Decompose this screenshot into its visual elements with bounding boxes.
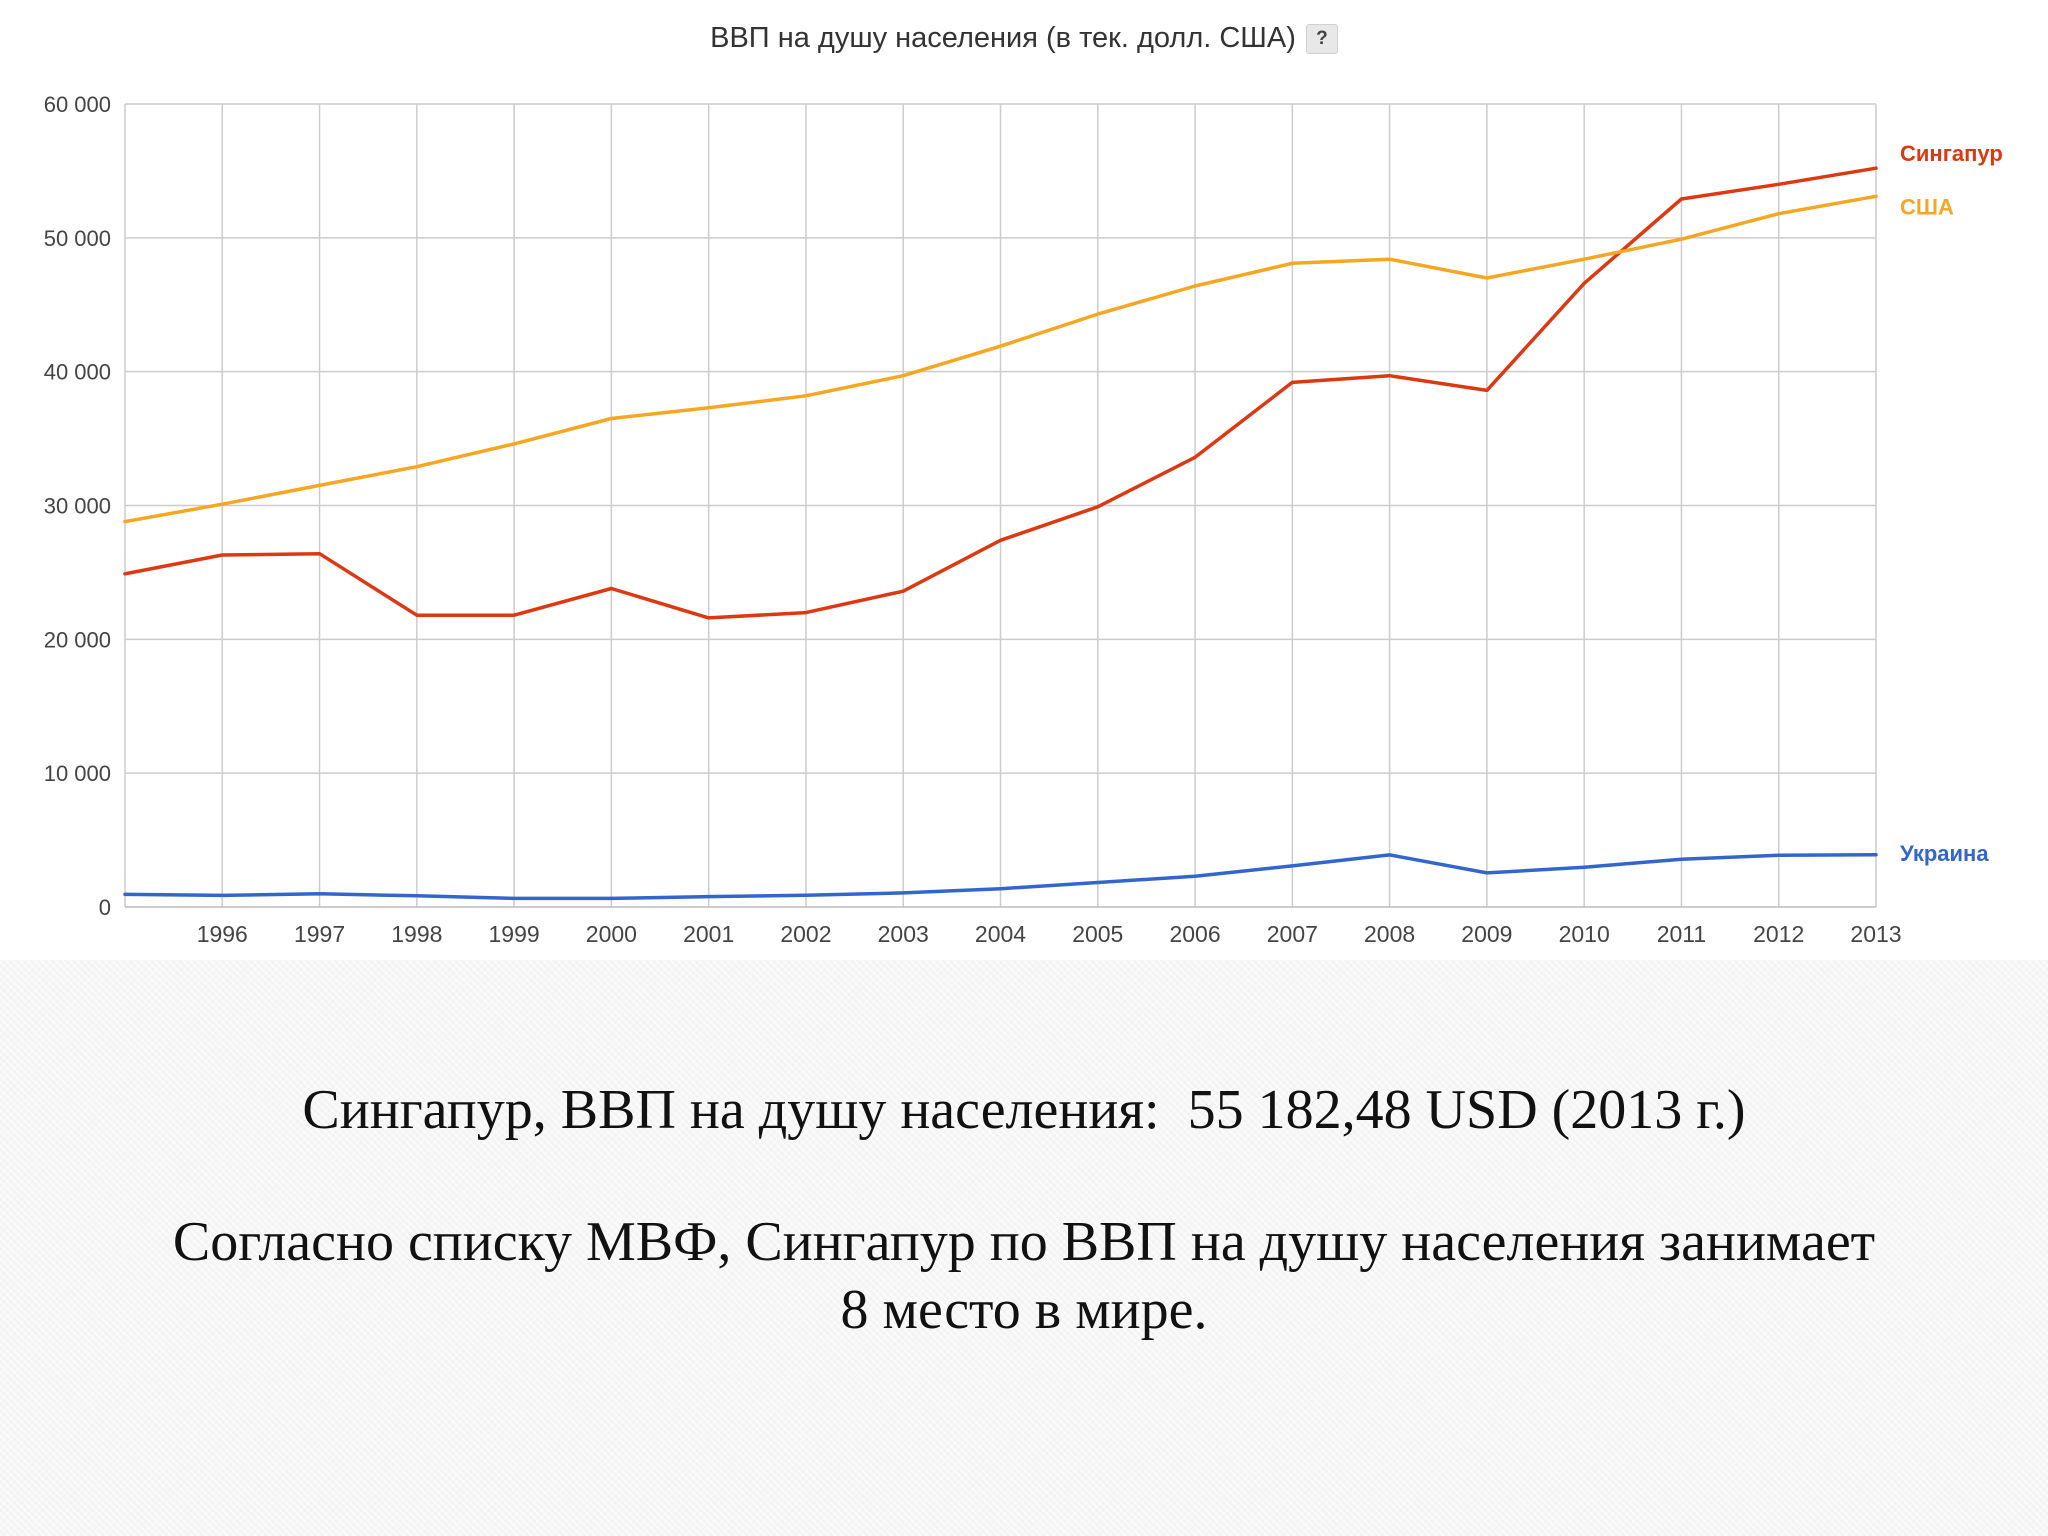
- series-label: США: [1900, 194, 1954, 219]
- help-icon[interactable]: ?: [1305, 24, 1338, 54]
- series-label: Украина: [1900, 841, 1989, 866]
- caption-imf-rank: Согласно списку МВФ, Сингапур по ВВП на …: [172, 1211, 1876, 1341]
- axis-layer: 0 10 000 20 000 30 000 40 000 50 000 60 000 199…: [44, 92, 1902, 947]
- caption-area: Сингапур, ВВП на душу населения: 55 182,…: [0, 960, 2048, 1536]
- x-tick-label: 1997: [294, 921, 345, 947]
- chart-title: ВВП на душу населения (в тек. долл. США)…: [0, 22, 2048, 55]
- x-tick-label: 1996: [197, 921, 248, 947]
- x-tick-label: 2005: [1072, 921, 1123, 947]
- x-tick-label: 2003: [878, 921, 929, 947]
- line-chart: 0 10 000 20 000 30 000 40 000 50 000 60 000 199…: [44, 92, 2003, 947]
- x-tick-label: 2007: [1267, 921, 1318, 947]
- y-tick-label: 60 000: [44, 92, 111, 117]
- x-tick-label: 2013: [1850, 921, 1901, 947]
- y-tick-label: 50 000: [44, 226, 111, 251]
- series-line: [123, 194, 1878, 524]
- y-tick-label: 20 000: [44, 627, 111, 652]
- label-layer: Сингапур США Украина: [1900, 141, 2003, 866]
- x-tick-label: 2008: [1364, 921, 1415, 947]
- x-tick-label: 2010: [1559, 921, 1610, 947]
- y-tick-label: 30 000: [44, 494, 111, 519]
- x-tick-label: 2002: [780, 921, 831, 947]
- caption-gdp-value: Сингапур, ВВП на душу населения: 55 182,…: [302, 1079, 1746, 1141]
- grid-layer: [124, 103, 1877, 908]
- x-tick-label: 2006: [1169, 921, 1220, 947]
- x-tick-label: 2001: [683, 921, 734, 947]
- x-tick-label: 1998: [391, 921, 442, 947]
- y-tick-label: 10 000: [44, 761, 111, 786]
- series-label: Сингапур: [1900, 141, 2003, 166]
- x-tick-label: 2004: [975, 921, 1026, 947]
- series-line: [123, 166, 1878, 620]
- y-tick-label: 0: [99, 895, 111, 920]
- y-tick-label: 40 000: [44, 360, 111, 385]
- x-tick-label: 1999: [489, 921, 540, 947]
- x-tick-label: 2009: [1461, 921, 1512, 947]
- x-tick-label: 2011: [1657, 921, 1706, 947]
- x-tick-label: 2012: [1753, 921, 1804, 947]
- series-line: [123, 853, 1878, 901]
- x-tick-label: 2000: [586, 921, 637, 947]
- chart-area: ВВП на душу населения (в тек. долл. США)…: [0, 22, 2048, 947]
- chart-title-text: ВВП на душу населения (в тек. долл. США): [710, 22, 1296, 54]
- series-layer: [123, 166, 1878, 901]
